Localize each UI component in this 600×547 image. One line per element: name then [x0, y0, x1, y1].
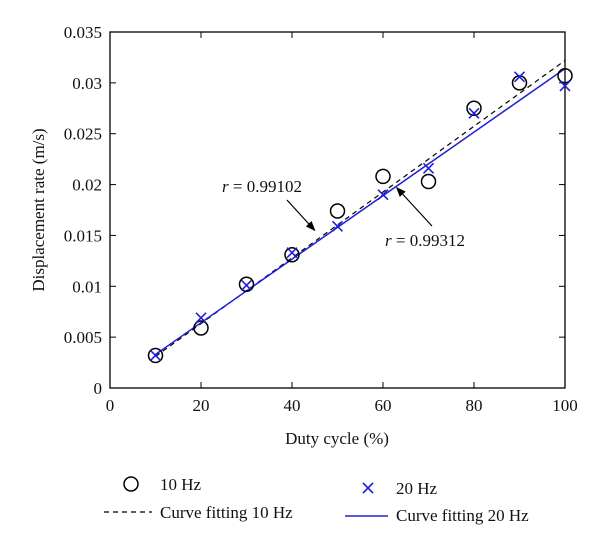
point-20hz	[513, 71, 526, 83]
point-20hz	[195, 312, 207, 324]
point-20hz	[422, 162, 435, 174]
point-10hz	[284, 247, 300, 263]
point-10hz	[193, 320, 209, 336]
x-tick-label: 20	[193, 396, 210, 415]
y-tick-label: 0.015	[64, 226, 102, 245]
y-tick-label: 0.02	[72, 176, 102, 195]
x-tick-label: 100	[552, 396, 578, 415]
point-10hz	[511, 75, 528, 91]
point-10hz	[238, 276, 255, 293]
y-tick-label: 0.005	[64, 328, 102, 347]
legend-label-10hz: 10 Hz	[160, 475, 202, 494]
legend-marker-20hz	[362, 482, 374, 494]
plot-frame	[109, 31, 566, 389]
fit-lines	[155, 59, 566, 357]
annotations: r = 0.99102 r = 0.99312	[222, 177, 465, 250]
point-10hz	[466, 100, 482, 117]
data-points	[147, 67, 573, 364]
point-20hz	[240, 279, 253, 291]
point-10hz	[375, 168, 391, 185]
y-tick-label: 0.025	[64, 125, 102, 144]
point-20hz	[559, 80, 571, 92]
annotation-arrow-0	[286, 199, 316, 232]
point-10hz	[329, 203, 346, 219]
annotation-r-1: r = 0.99312	[385, 231, 465, 250]
y-tick-label: 0.01	[72, 277, 102, 296]
point-20hz	[377, 189, 389, 201]
x-tick-label: 40	[284, 396, 301, 415]
x-tick-label: 0	[106, 396, 115, 415]
point-20hz	[468, 107, 480, 119]
legend-marker-10hz	[123, 476, 139, 492]
point-20hz	[286, 247, 298, 259]
y-tick-label: 0	[94, 379, 103, 398]
x-tick-label: 80	[466, 396, 483, 415]
legend-label-fit-20hz: Curve fitting 20 Hz	[396, 506, 529, 525]
annotation-r-0: r = 0.99102	[222, 177, 302, 196]
legend: 10 Hz Curve fitting 10 Hz 20 Hz Curve fi…	[104, 475, 529, 525]
point-10hz	[147, 347, 164, 364]
legend-label-fit-10hz: Curve fitting 10 Hz	[160, 503, 293, 522]
y-axis-ticks: 0 0.005 0.01 0.015 0.02 0.025 0.03 0.035	[64, 23, 565, 398]
x-axis-ticks: 0 20 40 60 80 100	[106, 32, 578, 415]
y-tick-label: 0.035	[64, 23, 102, 42]
fit-line-1	[155, 68, 566, 356]
y-axis-label: Displacement rate (m/s)	[29, 128, 48, 291]
annotation-arrow-1	[395, 186, 433, 227]
point-20hz	[149, 349, 162, 362]
y-tick-label: 0.03	[72, 74, 102, 93]
point-10hz	[557, 67, 573, 84]
x-tick-label: 60	[375, 396, 392, 415]
x-axis-label: Duty cycle (%)	[285, 429, 389, 448]
point-20hz	[331, 220, 344, 232]
legend-label-20hz: 20 Hz	[396, 479, 438, 498]
point-10hz	[420, 173, 437, 190]
